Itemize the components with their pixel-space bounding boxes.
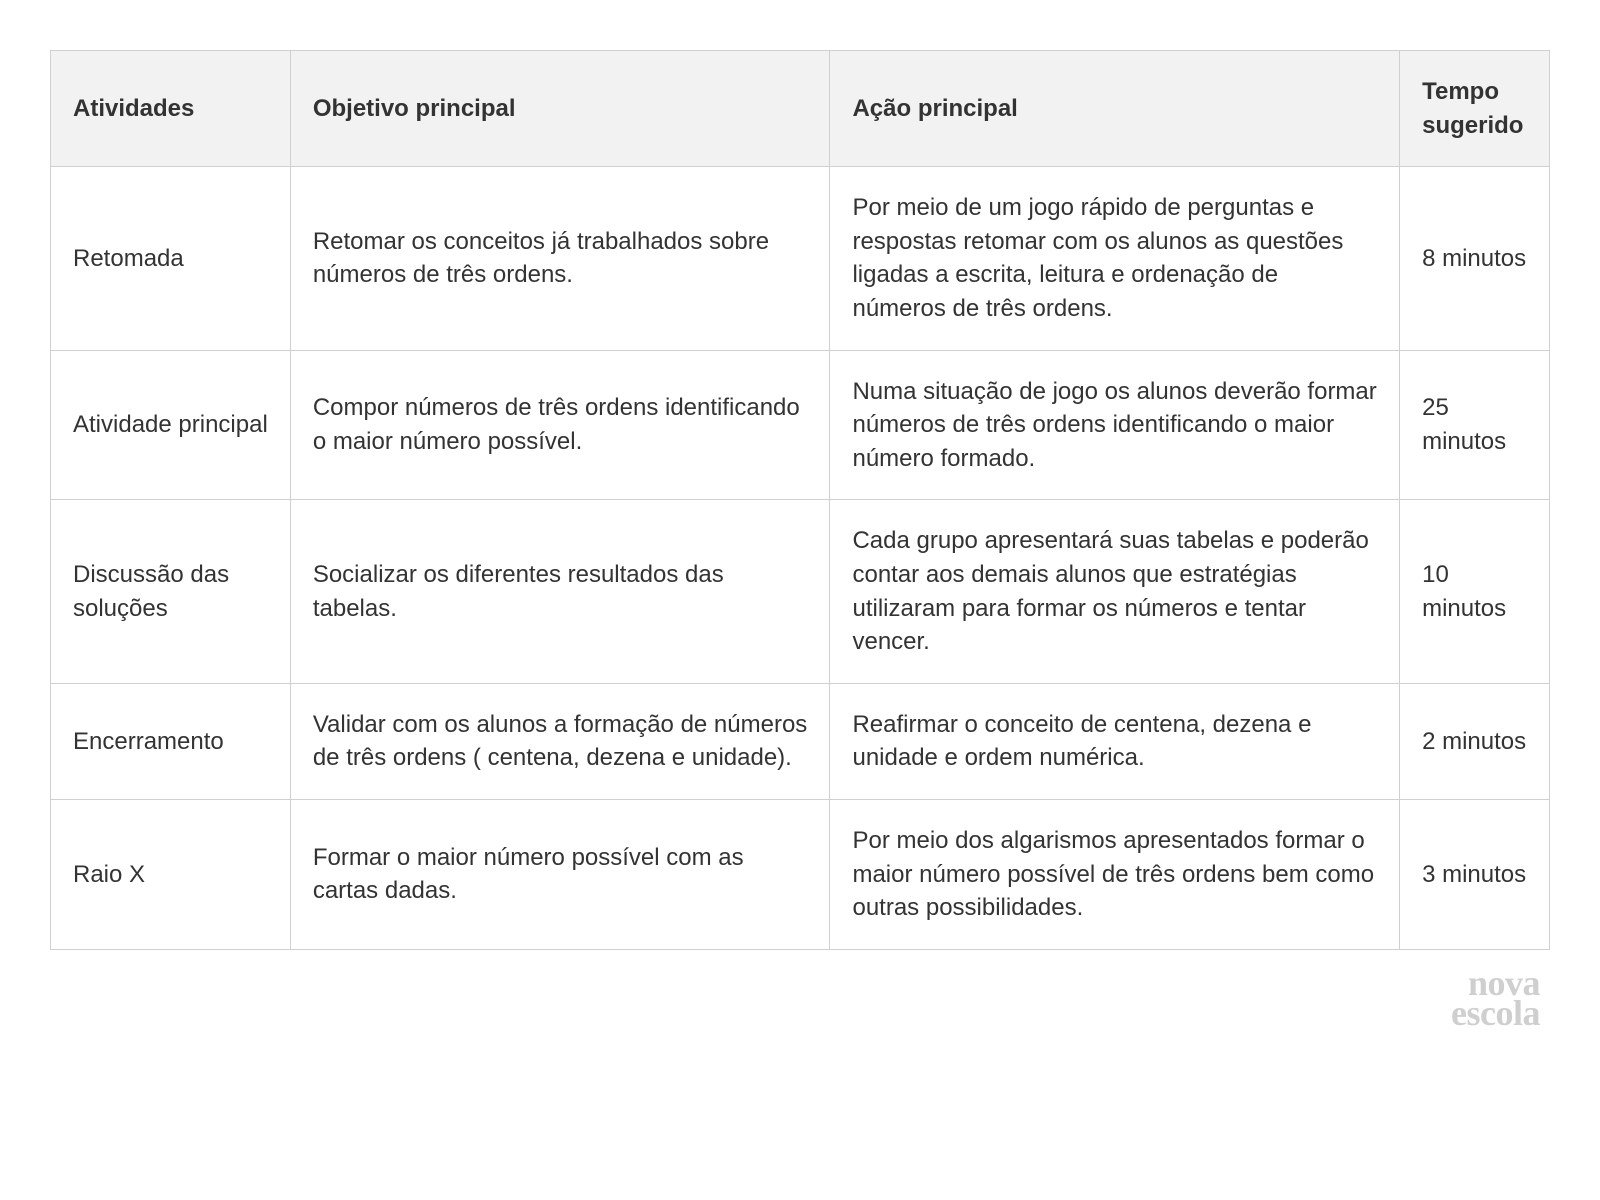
cell-objetivo: Socializar os diferentes resultados das … [290,500,830,683]
table-row: Atividade principal Compor números de tr… [51,350,1550,500]
cell-tempo: 3 minutos [1400,799,1550,949]
cell-acao: Numa situação de jogo os alunos deverão … [830,350,1400,500]
cell-atividades: Retomada [51,167,291,350]
cell-acao: Reafirmar o conceito de centena, dezena … [830,683,1400,799]
brand-line1: nova [50,968,1540,999]
cell-atividades: Atividade principal [51,350,291,500]
table-header-row: Atividades Objetivo principal Ação princ… [51,51,1550,167]
col-header-tempo: Tempo sugerido [1400,51,1550,167]
cell-tempo: 2 minutos [1400,683,1550,799]
cell-objetivo: Retomar os conceitos já trabalhados sobr… [290,167,830,350]
brand-logo: nova escola [50,968,1550,1029]
cell-tempo: 10 minutos [1400,500,1550,683]
cell-atividades: Discussão das soluções [51,500,291,683]
col-header-atividades: Atividades [51,51,291,167]
table-row: Encerramento Validar com os alunos a for… [51,683,1550,799]
table-row: Discussão das soluções Socializar os dif… [51,500,1550,683]
cell-tempo: 8 minutos [1400,167,1550,350]
cell-atividades: Encerramento [51,683,291,799]
cell-acao: Cada grupo apresentará suas tabelas e po… [830,500,1400,683]
cell-acao: Por meio de um jogo rápido de perguntas … [830,167,1400,350]
col-header-acao: Ação principal [830,51,1400,167]
cell-objetivo: Formar o maior número possível com as ca… [290,799,830,949]
cell-acao: Por meio dos algarismos apresentados for… [830,799,1400,949]
brand-line2: escola [50,998,1540,1029]
col-header-objetivo: Objetivo principal [290,51,830,167]
table-row: Retomada Retomar os conceitos já trabalh… [51,167,1550,350]
cell-objetivo: Validar com os alunos a formação de núme… [290,683,830,799]
cell-tempo: 25 minutos [1400,350,1550,500]
activities-table: Atividades Objetivo principal Ação princ… [50,50,1550,950]
table-row: Raio X Formar o maior número possível co… [51,799,1550,949]
cell-objetivo: Compor números de três ordens identifica… [290,350,830,500]
cell-atividades: Raio X [51,799,291,949]
